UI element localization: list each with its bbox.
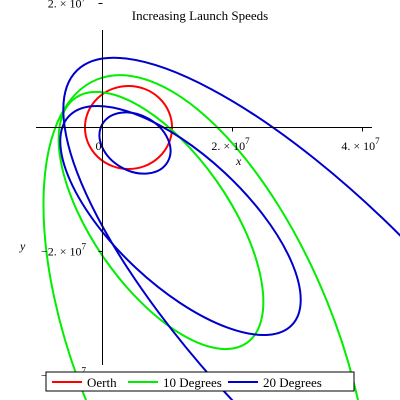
x-axis-label: x [235, 154, 242, 168]
y-tick-label: −2. × 107 [41, 242, 87, 259]
y-axis-label: y [19, 239, 26, 253]
x-tick-label: 4. × 107 [341, 136, 380, 153]
y-tick-exponent: 7 [82, 242, 87, 252]
y-tick-exponent: 7 [82, 366, 87, 376]
orbit-20-degrees-2 [59, 104, 302, 337]
x-tick-exponent: 7 [375, 136, 380, 146]
legend-box [45, 371, 355, 392]
legend-label: Oerth [87, 375, 117, 390]
orbit-10-degrees-1 [57, 90, 265, 351]
chart-title: Increasing Launch Speeds [132, 8, 268, 23]
x-tick-label: 0 [96, 139, 102, 153]
legend-label: 10 Degrees [163, 375, 222, 390]
orbit-10-degrees-2 [42, 74, 371, 400]
legend: Oerth 10 Degrees 20 Degrees [45, 371, 355, 392]
x-tick-exponent: 7 [245, 136, 250, 146]
x-tick-label: 2. × 107 [211, 136, 250, 153]
y-tick-label: 2. × 107 [48, 0, 87, 11]
legend-label: 20 Degrees [263, 375, 322, 390]
y-tick-exponent: 7 [82, 0, 87, 4]
